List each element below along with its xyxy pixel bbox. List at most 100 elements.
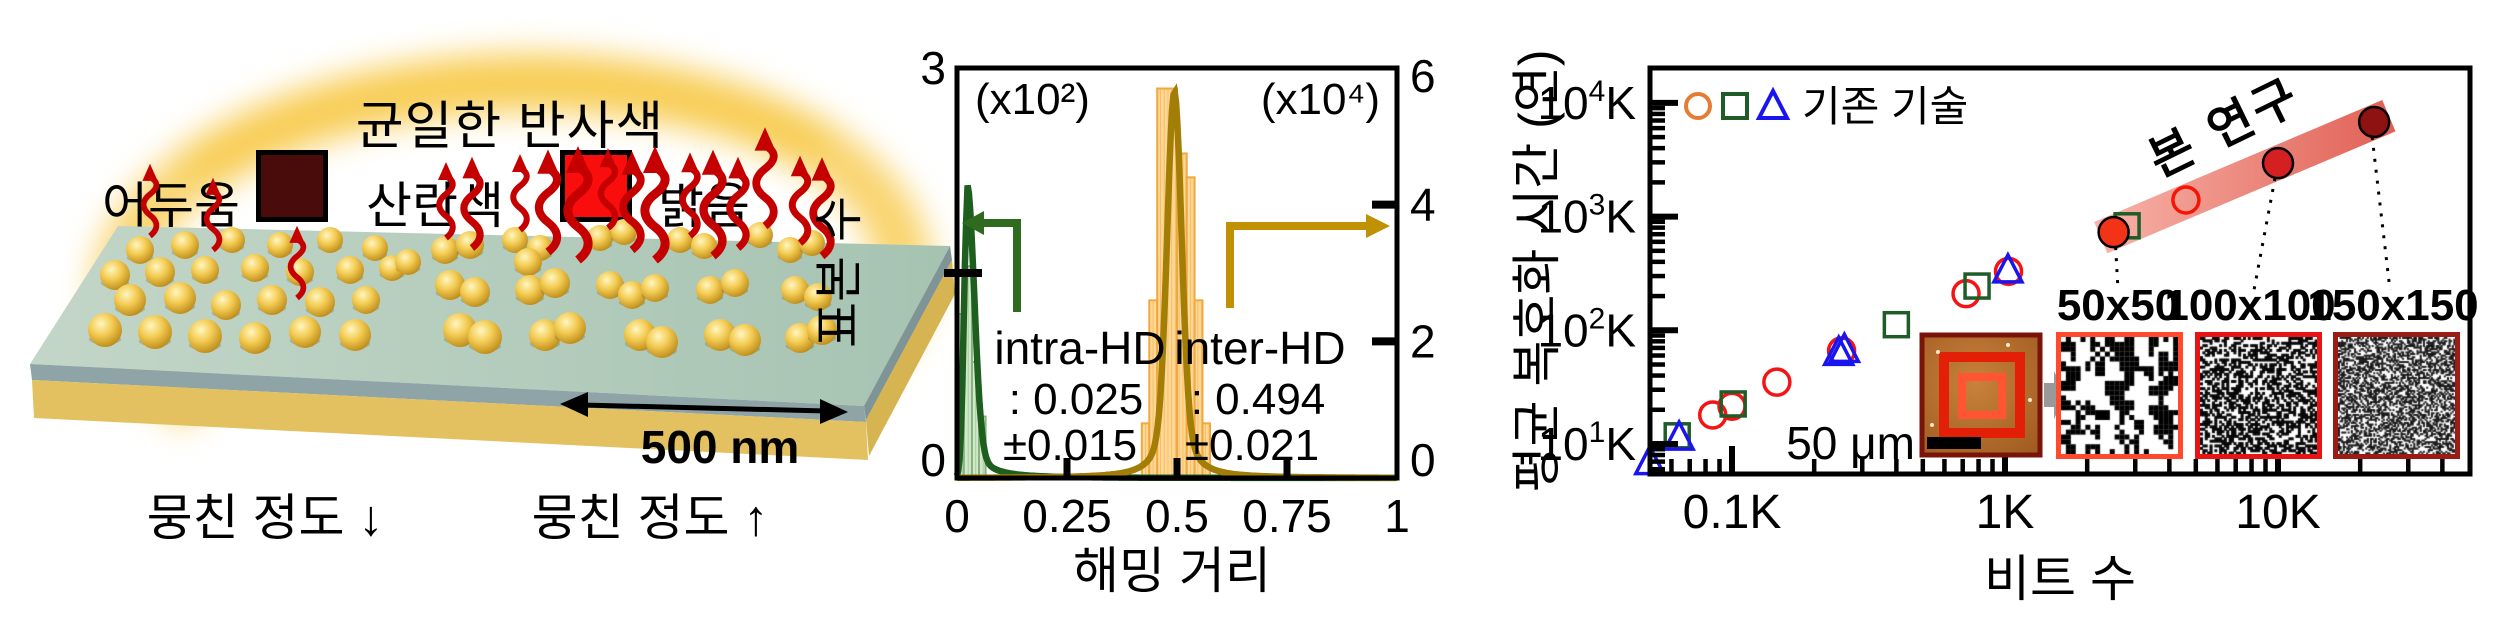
right-tick-label: 4 [1410, 179, 1436, 231]
gold-particle [305, 287, 335, 317]
inter-hd-mean: : 0.494 [1191, 375, 1326, 424]
legend-label: 기존 기술 [1802, 83, 1968, 130]
gold-particle [145, 257, 175, 287]
this-work-band [2094, 100, 2396, 254]
noise-pattern-150x150 [2333, 332, 2460, 459]
axis-tick-labels: 0.1K 1K 10K 101K 102K 103K 104K [1537, 75, 2320, 539]
illustration-title: 균일한 반사색 [355, 98, 665, 156]
gold-particle [219, 227, 245, 253]
gold-particle [696, 276, 724, 304]
scale-label-500nm: 500 nm [640, 421, 800, 473]
y-tick-label: 102K [1537, 302, 1636, 356]
gold-particle [257, 285, 287, 315]
y-tick-label: 101K [1537, 416, 1636, 470]
dotted-connector [2114, 247, 2120, 291]
gold-particle [100, 260, 130, 290]
x-tick-label: 0 [944, 490, 970, 542]
gold-particle [781, 276, 809, 304]
x-tick-label: 1 [1384, 490, 1410, 542]
this-work-open-point [2171, 185, 2201, 215]
scatter-squiggle-arrow [600, 148, 617, 228]
gold-particle [554, 312, 586, 344]
this-work-point [2097, 215, 2130, 249]
legend-square-icon [1721, 92, 1749, 120]
gold-particle [587, 225, 613, 251]
inset-connector-lines [2114, 136, 2392, 291]
gold-particle [460, 277, 490, 307]
prior-triangle-point [1991, 251, 2025, 284]
scatter-squiggle-arrow [791, 156, 809, 243]
slab-front-gold [32, 380, 868, 460]
gold-particle [339, 319, 371, 351]
prior-triangle-point [1662, 418, 1696, 451]
caption-more-clumped: 뭉친 정도 ↑ [531, 490, 769, 546]
gold-particle [267, 232, 293, 258]
caption-less-clumped: 뭉친 정도 ↓ [146, 490, 384, 546]
gold-particle [667, 227, 693, 253]
gold-particle [468, 320, 502, 354]
gold-particle [138, 315, 172, 349]
inter-hd-label: inter-HD [1174, 322, 1345, 374]
scatter-squiggle-arrow [755, 127, 776, 226]
gold-particle [191, 256, 219, 284]
panel-histogram: (x10²) (x10⁴) intra-HD : 0.025 ±0.015 in… [811, 0, 1460, 630]
gold-nanoparticles [88, 219, 837, 358]
decoding-time-chart: 기존 기술 본 연구 50 μm 50x50 100x100 150x150 비… [1509, 50, 2479, 607]
slab-side-gold [866, 260, 955, 456]
micrograph-scale-label: 50 μm [1786, 417, 1915, 469]
gold-particle [336, 256, 364, 284]
gold-particle [804, 283, 832, 311]
prior-square-point [1719, 390, 1747, 418]
gold-particle [691, 233, 717, 259]
grid-label-150: 150x150 [2307, 281, 2478, 330]
gold-particle [807, 315, 837, 345]
gold-particle [211, 290, 241, 320]
gold-particle [529, 319, 561, 351]
gold-particle [646, 326, 678, 358]
intra-hd-mean: : 0.025 [1009, 375, 1144, 424]
hist-xlabel: 해밍 거리 [1073, 543, 1271, 599]
scatter-squiggle-arrow [728, 157, 747, 248]
gold-particle [502, 227, 528, 253]
data-points [1632, 105, 2391, 476]
dotted-connector [2370, 136, 2392, 291]
x-tick-label: 0.75 [1242, 490, 1332, 542]
y-tick-label: 104K [1537, 75, 1636, 129]
scat-ylabel: 평균 복호화 시간 (연) [1509, 50, 1565, 493]
gold-particle [729, 324, 761, 356]
slab-side-gray [864, 246, 952, 420]
right-tick-label: 2 [1410, 315, 1436, 367]
gold-particle [126, 236, 154, 264]
noise-pattern-50x50 [2056, 332, 2183, 459]
scatter-squiggle-arrow [681, 152, 699, 236]
right-axis-multiplier: (x10⁴) [1261, 75, 1380, 124]
gold-particle [540, 268, 570, 298]
scatter-squiggle-arrow [512, 154, 528, 230]
gold-particle [747, 222, 773, 248]
gold-particle [188, 319, 222, 353]
gold-particle [431, 236, 459, 264]
x-tick-label: 10K [2235, 486, 2320, 539]
inter-hd-std: ±0.021 [1185, 421, 1319, 470]
gold-particle [88, 313, 122, 347]
prior-triangle-point [1821, 333, 1856, 367]
gold-particle [515, 275, 545, 305]
intra-axis-arrow [962, 211, 1021, 312]
left-axis-multiplier: (x10²) [975, 75, 1090, 124]
gold-particle [289, 316, 321, 348]
right-tick-label: 0 [1410, 434, 1436, 486]
hamming-distance-chart: (x10²) (x10⁴) intra-HD : 0.025 ±0.015 in… [811, 42, 1436, 599]
gold-particle [395, 249, 421, 275]
gold-particle [362, 235, 388, 261]
axis-tick-labels: 0 0.25 0.5 0.75 1 3 0 6 4 2 0 [920, 42, 1435, 542]
left-tick-label: 0 [920, 434, 946, 486]
gold-particle [435, 270, 465, 300]
dotted-connector [2252, 177, 2277, 291]
swatch-dark-red [256, 150, 328, 222]
gold-particle [611, 219, 637, 245]
gold-particle [641, 274, 669, 302]
x-tick-label: 0.5 [1145, 490, 1209, 542]
y-tick-label: 103K [1537, 189, 1636, 243]
noise-pattern-100x100 [2195, 332, 2322, 459]
